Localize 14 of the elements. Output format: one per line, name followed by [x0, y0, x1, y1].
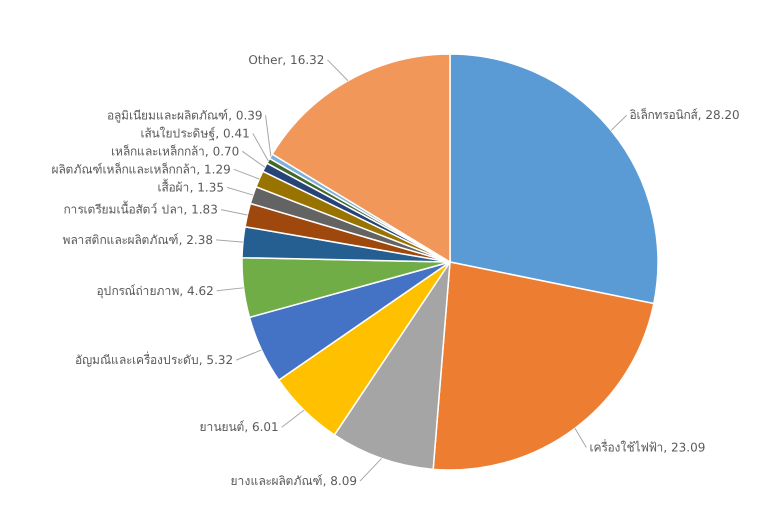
slice-label: พลาสติกและผลิตภัณฑ์, 2.38: [62, 232, 214, 247]
slice-label: อัญมณีและเครื่องประดับ, 5.32: [74, 351, 234, 368]
slice-label: ยางและผลิตภัณฑ์, 8.09: [230, 474, 358, 488]
slice-label: เครื่องใช้ไฟฟ้า, 23.09: [589, 438, 706, 454]
slice-label: อุปกรณ์ถ่ายภาพ, 4.62: [96, 284, 214, 299]
slice-label: Other, 16.32: [248, 52, 324, 67]
slice-label: การเตรียมเนื้อสัตว์ ปลา, 1.83: [64, 200, 218, 217]
slice-label: เส้นใยประดิษฐ์, 0.41: [140, 126, 250, 140]
slice-label: เหล็กและเหล็กกล้า, 0.70: [110, 143, 240, 158]
slice-label: ผลิตภัณฑ์เหล็กและเหล็กกล้า, 1.29: [51, 161, 231, 176]
slice-label: เสื้อผ้า, 1.35: [158, 178, 224, 194]
slice-label: อลูมิเนียมและผลิตภัณฑ์, 0.39: [107, 108, 263, 124]
slice-label: ยานยนต์, 6.01: [199, 420, 279, 434]
slice-label: อิเล็กทรอนิกส์, 28.20: [630, 107, 740, 122]
